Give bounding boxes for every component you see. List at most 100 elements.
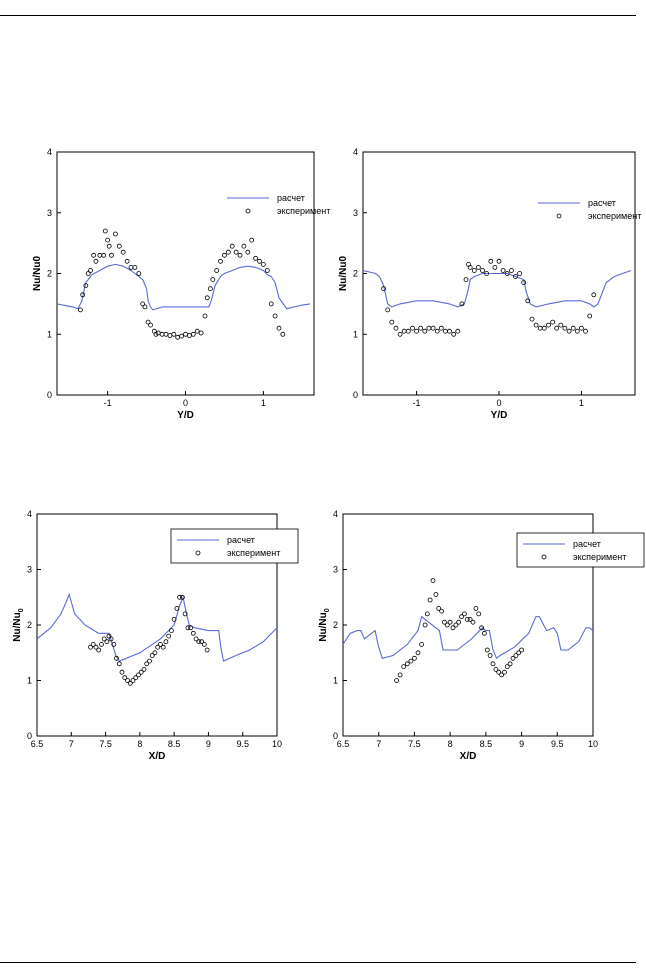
chart-bottom-left: 6.5 7 7.5 8 8.5 9 9.5 10 0 1 2 3 4 X/D Nu/Nu0 расчет экс… [12,509,299,762]
x-tick-label: 9 [519,739,524,749]
exp-data-point [221,252,227,258]
legend-exp-label: эксперимент [277,206,330,216]
exp-data-point [583,328,588,334]
exp-data-point [381,286,386,292]
exp-data-point [199,639,205,645]
exp-data-point [249,237,255,243]
exp-data-point [168,628,174,634]
exp-data-point [541,325,547,331]
exp-data-point [492,265,498,270]
exp-data-point [99,641,104,647]
chart-top-left: -1 0 1 0 1 2 3 4 Y/D Nu/Nu0 расчет эксперимент [32,147,330,421]
exp-data-point [414,328,419,334]
exp-data-point [433,592,439,597]
exp-data-point [521,280,527,286]
exp-data-point [276,325,282,331]
exp-data-point [439,608,445,614]
y-tick-label: 4 [47,147,52,157]
calc-series-line [56,263,311,311]
exp-data-point [204,295,210,301]
x-tick-label: -1 [413,398,421,408]
exp-data-point [193,636,199,642]
x-tick-label: 8 [448,739,453,749]
exp-data-point [105,237,110,243]
exp-data-point [182,611,188,617]
chart-top-right: -1 0 1 0 1 2 3 4 Y/D Nu/Nu0 расчет эксперимент [338,147,641,421]
exp-data-point [148,322,153,328]
exp-data-point [116,243,122,249]
exp-data-point [201,641,207,647]
exp-data-point [218,258,223,264]
exp-data-point [508,268,514,273]
exp-data-point [476,611,482,617]
exp-data-point [280,331,286,337]
y-tick-label: 1 [333,676,338,686]
exp-data-point [177,594,183,600]
exp-data-point [104,639,110,645]
y-tick-label: 1 [27,676,32,686]
exp-data-point [412,655,417,661]
exp-data-point [464,617,470,622]
exp-data-point [229,243,235,249]
y-axis-label: Nu/Nu0 [12,608,25,641]
exp-data-point [496,669,502,675]
exp-data-point [493,666,499,672]
exp-data-point [233,249,239,255]
legend-exp-label: эксперимент [227,548,280,558]
exp-data-point [546,322,551,328]
y-axis-label-subscript: 0 [324,608,331,612]
y-tick-label: 4 [353,147,358,157]
y-tick-label: 0 [47,390,52,400]
exp-data-point [436,606,442,611]
x-tick-label: 9 [206,739,211,749]
exp-data-point [558,322,564,328]
exp-data-point [83,283,89,289]
y-axis-label: Nu/Nu0 [32,256,43,291]
legend-exp-marker [556,213,562,219]
exp-data-point [102,228,108,234]
exp-data-point [463,277,469,283]
calc-series-line [36,592,278,662]
exp-data-point [471,268,477,273]
exp-data-point [481,630,487,636]
exp-data-point [455,328,461,334]
exp-data-point [128,265,134,270]
exp-data-point [171,331,177,337]
exp-data-point [461,611,467,617]
legend-exp-marker [245,208,251,214]
exp-data-point [393,325,399,331]
exp-data-point [114,655,119,661]
exp-data-point [93,644,99,650]
chart-bottom-right: 6.5 7 7.5 8 8.5 9 9.5 10 0 1 2 3 4 X/D Nu/Nu0 расчет экс… [318,509,645,762]
exp-data-point [529,316,535,322]
exp-data-point [194,328,200,334]
exp-data-point [484,271,490,276]
exp-data-point [136,672,141,678]
calc-series-line [342,615,594,660]
exp-data-point [140,301,146,307]
exp-data-point [130,678,136,683]
exp-data-point [422,328,428,334]
x-axis-label: X/D [460,751,477,762]
legend-box [516,532,645,568]
exp-data-point [120,249,126,255]
exp-data-point [587,313,593,319]
exp-data-point [179,594,185,600]
exp-data-point [175,334,181,340]
y-axis-label: Nu/Nu0 [338,256,349,291]
exp-data-point [225,249,231,255]
x-tick-label: 10 [272,739,282,749]
legend-exp-label: эксперимент [573,552,626,562]
exp-data-point [525,298,531,304]
exp-data-point [214,268,220,273]
exp-data-point [401,328,407,334]
exp-data-point [438,325,444,331]
exp-data-point [272,313,278,319]
y-tick-label: 3 [353,208,358,218]
exp-data-point [237,252,243,258]
exp-data-point [111,641,117,647]
exp-data-point [188,625,194,631]
exp-data-point [257,258,262,264]
exp-data-point [145,319,151,325]
exp-data-point [152,650,158,656]
